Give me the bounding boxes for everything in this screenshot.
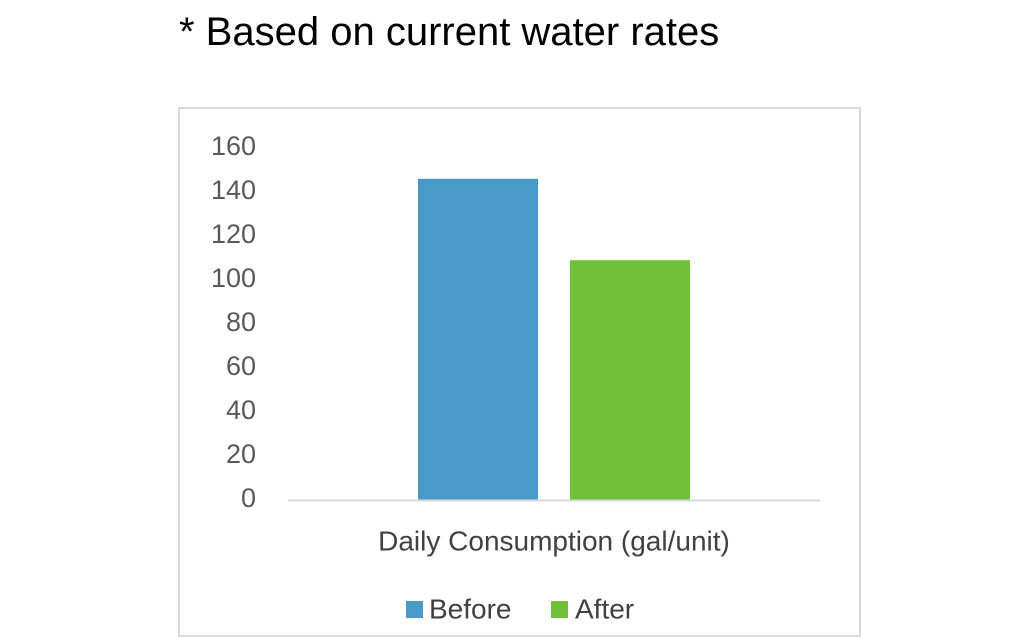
bar-chart: 0 20 40 60 80 100 120 140 160 Daily Consumption (… bbox=[211, 131, 820, 623]
y-tick-label: 40 bbox=[226, 395, 256, 425]
x-category-label: Daily Consumption (gal/unit) bbox=[378, 525, 730, 556]
y-tick-label: 60 bbox=[226, 351, 256, 381]
bar-before bbox=[418, 178, 538, 501]
y-tick-label: 100 bbox=[211, 263, 256, 293]
legend-label-after: After bbox=[575, 593, 634, 623]
bar-after bbox=[570, 260, 690, 500]
y-tick-label: 0 bbox=[241, 483, 256, 513]
y-tick-label: 160 bbox=[211, 131, 256, 161]
y-tick-label: 20 bbox=[226, 439, 256, 469]
y-tick-label: 80 bbox=[226, 307, 256, 337]
y-tick-label: 140 bbox=[211, 175, 256, 205]
chart-note: * Based on current water rates bbox=[179, 10, 720, 54]
legend-swatch-after bbox=[551, 601, 568, 618]
y-tick-label: 120 bbox=[211, 219, 256, 249]
legend-label-before: Before bbox=[429, 593, 512, 623]
legend-swatch-before bbox=[406, 601, 423, 618]
